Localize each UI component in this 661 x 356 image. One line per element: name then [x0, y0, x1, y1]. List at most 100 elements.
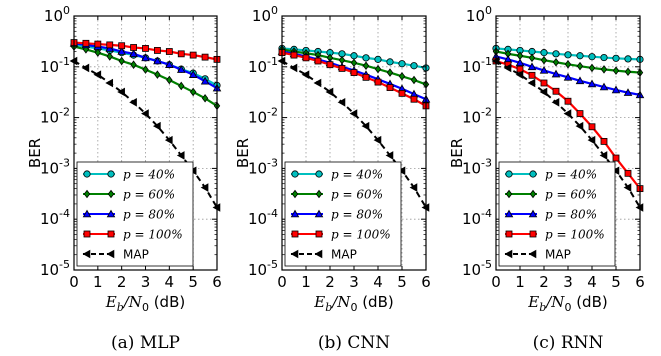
y-axis-label: BER: [26, 138, 44, 168]
series-3: [492, 57, 644, 193]
data-point: [600, 138, 608, 145]
data-point: [118, 42, 126, 50]
x-axis-label: Eb/N0 (dB): [313, 293, 393, 314]
legend-marker: [314, 249, 323, 259]
x-tick-label: 2: [325, 273, 335, 291]
data-point: [129, 49, 138, 58]
legend-item: p = 40%: [291, 168, 383, 182]
x-tick-label: 0: [277, 273, 287, 291]
legend-item: p = 100%: [291, 228, 391, 242]
legend-marker: [315, 230, 323, 238]
legend-marker: [529, 170, 537, 178]
legend-marker: [315, 189, 323, 199]
data-point: [623, 183, 632, 192]
data-point: [552, 57, 560, 67]
legend-item: p = 80%: [290, 208, 383, 222]
data-point: [588, 63, 596, 73]
legend: p = 40% p = 60% p = 80% p = 100% MAP: [76, 161, 194, 267]
data-point: [564, 97, 572, 105]
data-point: [164, 135, 173, 145]
legend: p = 40% p = 60% p = 80% p = 100% MAP: [284, 161, 402, 267]
data-point: [142, 45, 149, 52]
data-point: [105, 78, 114, 88]
legend-label: p = 80%: [545, 208, 597, 222]
y-tick-label: 100: [466, 4, 492, 25]
data-point: [503, 63, 512, 73]
data-point: [528, 53, 536, 63]
data-point: [326, 61, 334, 69]
legend-label: MAP: [545, 248, 571, 262]
data-point: [314, 57, 322, 65]
legend-label: p = 40%: [545, 168, 597, 182]
data-point: [93, 70, 102, 79]
series-2: [491, 52, 645, 99]
data-point: [527, 62, 537, 71]
y-tick-label: 10-3: [40, 156, 70, 177]
y-tick-label: 10-2: [462, 106, 492, 127]
x-tick-label: 5: [397, 273, 407, 291]
data-point: [515, 70, 524, 79]
legend-marker: [504, 209, 514, 218]
data-point: [528, 71, 536, 79]
data-point: [153, 56, 162, 65]
data-point: [154, 47, 161, 54]
data-point: [516, 65, 524, 73]
x-tick-label: 1: [93, 273, 103, 291]
legend-marker: [528, 209, 538, 218]
data-point: [611, 85, 621, 94]
data-point: [539, 87, 548, 97]
data-point: [106, 41, 114, 49]
data-point: [398, 72, 406, 81]
data-point: [117, 87, 125, 97]
data-point: [129, 98, 137, 107]
data-point: [117, 47, 126, 55]
data-point: [301, 70, 310, 79]
legend-label: p = 60%: [331, 188, 383, 202]
x-axis-label: Eb/N0 (dB): [105, 293, 185, 314]
data-point: [563, 72, 573, 81]
data-point: [575, 121, 584, 131]
data-point: [82, 39, 90, 47]
data-point: [588, 53, 596, 61]
legend-marker: [291, 230, 299, 238]
panel-caption: (b) CNN: [318, 333, 390, 353]
data-point: [152, 121, 161, 131]
data-point: [313, 78, 322, 88]
data-point: [337, 98, 346, 107]
data-point: [106, 52, 113, 61]
legend-marker: [314, 209, 324, 218]
legend-marker: [82, 209, 92, 218]
legend-item: p = 100%: [505, 228, 605, 242]
legend-marker: [529, 189, 537, 199]
data-point: [176, 151, 185, 160]
data-point: [576, 110, 584, 117]
data-point: [165, 48, 173, 55]
data-point: [154, 70, 161, 79]
legend-marker: [107, 189, 115, 199]
data-point: [374, 64, 382, 74]
legend-marker: [315, 170, 323, 178]
legend-label: p = 60%: [123, 188, 175, 202]
data-point: [564, 60, 572, 69]
data-point: [338, 65, 346, 72]
data-point: [94, 48, 102, 57]
data-point: [612, 66, 620, 75]
legend-item: p = 40%: [505, 168, 597, 182]
x-tick-label: 2: [117, 273, 127, 291]
legend-label: p = 40%: [123, 168, 175, 182]
data-point: [540, 79, 548, 87]
data-point: [540, 49, 548, 57]
y-tick-label: 10-3: [462, 156, 492, 177]
data-point: [166, 75, 173, 85]
data-point: [374, 78, 382, 86]
data-point: [374, 55, 382, 63]
data-point: [624, 67, 632, 76]
data-point: [623, 88, 633, 96]
panel-caption: (a) MLP: [111, 333, 180, 353]
data-point: [624, 55, 632, 63]
legend-item: p = 100%: [83, 228, 183, 242]
data-point: [302, 54, 310, 62]
data-point: [599, 82, 609, 91]
x-tick-label: 2: [539, 273, 549, 291]
